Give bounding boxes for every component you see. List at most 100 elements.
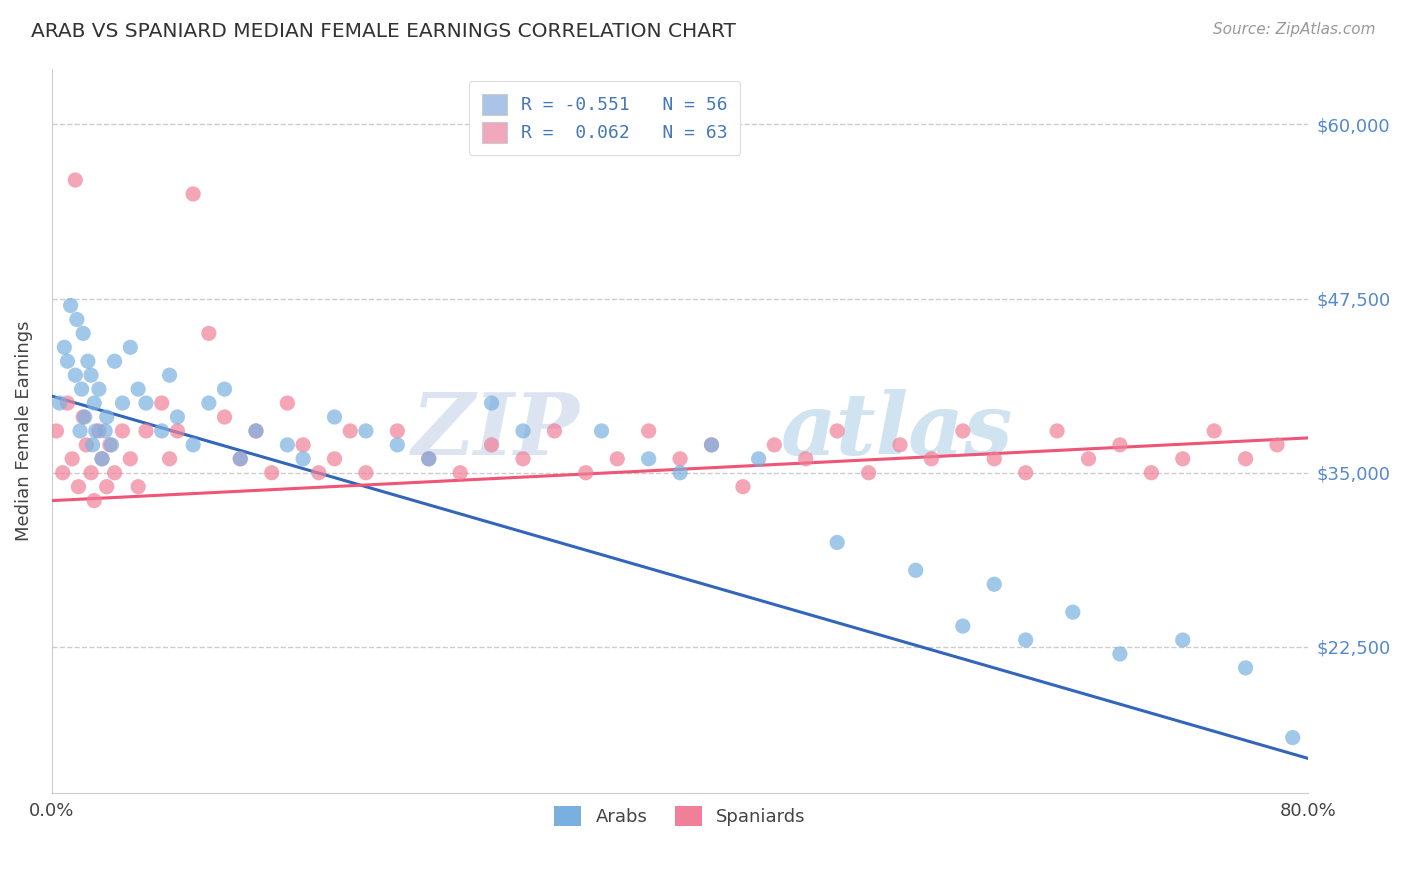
Point xyxy=(80,466,103,480)
Point xyxy=(904,563,927,577)
Point xyxy=(82,438,104,452)
Point xyxy=(135,396,157,410)
Y-axis label: Median Female Earnings: Median Female Earnings xyxy=(15,321,32,541)
Point xyxy=(606,451,628,466)
Point xyxy=(889,438,911,452)
Point xyxy=(80,368,103,383)
Point xyxy=(449,466,471,480)
Point xyxy=(1014,466,1036,480)
Point xyxy=(418,451,440,466)
Point xyxy=(67,480,90,494)
Point xyxy=(292,438,315,452)
Point xyxy=(637,424,659,438)
Point xyxy=(308,466,330,480)
Point xyxy=(858,466,880,480)
Point xyxy=(96,480,118,494)
Point xyxy=(825,424,848,438)
Point xyxy=(214,382,236,396)
Text: ZIP: ZIP xyxy=(412,389,579,473)
Point xyxy=(1014,633,1036,648)
Point xyxy=(952,424,974,438)
Point xyxy=(387,424,409,438)
Point xyxy=(159,368,181,383)
Point xyxy=(1234,661,1257,675)
Point xyxy=(69,424,91,438)
Point xyxy=(53,340,76,354)
Point xyxy=(75,438,97,452)
Point xyxy=(120,340,142,354)
Point xyxy=(100,438,122,452)
Point xyxy=(1046,424,1069,438)
Point xyxy=(748,451,770,466)
Point xyxy=(983,577,1005,591)
Point xyxy=(387,438,409,452)
Point xyxy=(229,451,252,466)
Point xyxy=(52,466,75,480)
Point xyxy=(637,451,659,466)
Point xyxy=(1171,451,1194,466)
Point xyxy=(591,424,613,438)
Point xyxy=(214,409,236,424)
Point xyxy=(543,424,565,438)
Point xyxy=(96,409,118,424)
Point xyxy=(73,409,96,424)
Point xyxy=(72,326,94,341)
Point xyxy=(150,396,173,410)
Point xyxy=(700,438,723,452)
Point xyxy=(65,173,87,187)
Point xyxy=(700,438,723,452)
Point xyxy=(120,451,142,466)
Text: atlas: atlas xyxy=(780,389,1014,473)
Point xyxy=(127,382,149,396)
Point xyxy=(103,354,125,368)
Point xyxy=(1140,466,1163,480)
Point xyxy=(65,368,87,383)
Point xyxy=(245,424,267,438)
Point xyxy=(1265,438,1288,452)
Point xyxy=(339,424,361,438)
Point xyxy=(150,424,173,438)
Point xyxy=(983,451,1005,466)
Text: ARAB VS SPANIARD MEDIAN FEMALE EARNINGS CORRELATION CHART: ARAB VS SPANIARD MEDIAN FEMALE EARNINGS … xyxy=(31,22,735,41)
Point xyxy=(87,382,110,396)
Point xyxy=(1234,451,1257,466)
Point xyxy=(166,409,188,424)
Point xyxy=(166,424,188,438)
Point xyxy=(260,466,283,480)
Point xyxy=(1281,731,1303,745)
Point xyxy=(731,480,754,494)
Point xyxy=(354,466,377,480)
Point xyxy=(763,438,786,452)
Point xyxy=(292,451,315,466)
Point xyxy=(72,409,94,424)
Point xyxy=(512,424,534,438)
Point xyxy=(181,438,204,452)
Point xyxy=(91,451,114,466)
Point xyxy=(354,424,377,438)
Point xyxy=(159,451,181,466)
Point xyxy=(276,396,298,410)
Point xyxy=(1171,633,1194,648)
Point xyxy=(1109,647,1132,661)
Point xyxy=(1204,424,1226,438)
Point xyxy=(669,466,692,480)
Point xyxy=(70,382,93,396)
Point xyxy=(56,396,79,410)
Point xyxy=(84,424,107,438)
Point xyxy=(669,451,692,466)
Point xyxy=(45,424,67,438)
Point xyxy=(48,396,70,410)
Point xyxy=(111,396,134,410)
Point xyxy=(229,451,252,466)
Point xyxy=(323,451,346,466)
Point xyxy=(1109,438,1132,452)
Point xyxy=(111,424,134,438)
Point xyxy=(198,396,221,410)
Point xyxy=(481,438,503,452)
Point xyxy=(198,326,221,341)
Point xyxy=(83,493,105,508)
Point xyxy=(127,480,149,494)
Point xyxy=(825,535,848,549)
Point xyxy=(135,424,157,438)
Point xyxy=(323,409,346,424)
